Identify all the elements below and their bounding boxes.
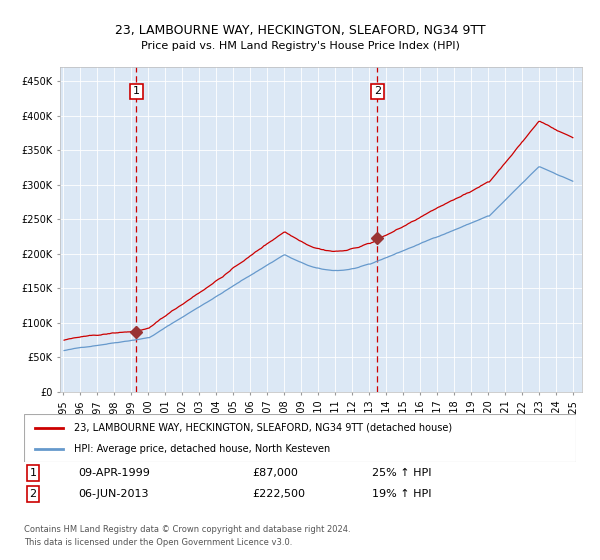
Text: 23, LAMBOURNE WAY, HECKINGTON, SLEAFORD, NG34 9TT: 23, LAMBOURNE WAY, HECKINGTON, SLEAFORD,…: [115, 24, 485, 38]
Text: 1: 1: [29, 468, 37, 478]
Text: 2: 2: [374, 86, 381, 96]
Text: 19% ↑ HPI: 19% ↑ HPI: [372, 489, 431, 499]
Text: 25% ↑ HPI: 25% ↑ HPI: [372, 468, 431, 478]
Text: Contains HM Land Registry data © Crown copyright and database right 2024.: Contains HM Land Registry data © Crown c…: [24, 525, 350, 534]
Text: 1: 1: [133, 86, 140, 96]
Text: 23, LAMBOURNE WAY, HECKINGTON, SLEAFORD, NG34 9TT (detached house): 23, LAMBOURNE WAY, HECKINGTON, SLEAFORD,…: [74, 423, 452, 433]
Text: 06-JUN-2013: 06-JUN-2013: [78, 489, 149, 499]
Text: HPI: Average price, detached house, North Kesteven: HPI: Average price, detached house, Nort…: [74, 444, 330, 454]
Text: Price paid vs. HM Land Registry's House Price Index (HPI): Price paid vs. HM Land Registry's House …: [140, 41, 460, 51]
Text: This data is licensed under the Open Government Licence v3.0.: This data is licensed under the Open Gov…: [24, 538, 292, 547]
Text: 2: 2: [29, 489, 37, 499]
FancyBboxPatch shape: [24, 414, 576, 462]
Text: £87,000: £87,000: [252, 468, 298, 478]
Text: £222,500: £222,500: [252, 489, 305, 499]
Text: 09-APR-1999: 09-APR-1999: [78, 468, 150, 478]
